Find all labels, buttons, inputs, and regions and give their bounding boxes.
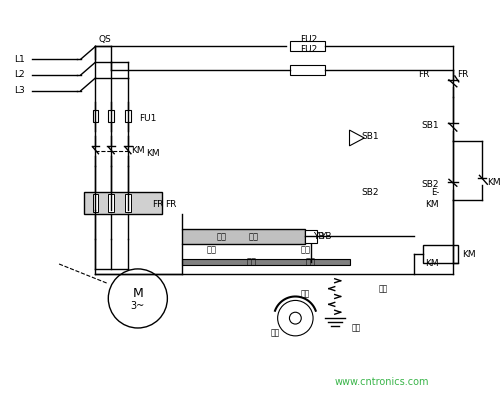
Text: FR: FR	[165, 200, 177, 210]
Text: FR: FR	[153, 200, 164, 210]
Polygon shape	[350, 130, 364, 146]
Text: KM: KM	[425, 200, 439, 210]
Text: L2: L2	[14, 70, 25, 80]
Bar	[182, 259, 350, 265]
Bar	[291, 42, 325, 51]
Text: www.cntronics.com: www.cntronics.com	[335, 377, 429, 387]
Bar	[125, 110, 131, 122]
Text: KM: KM	[146, 149, 159, 158]
Text: L1: L1	[14, 55, 25, 64]
Text: M: M	[132, 287, 143, 300]
Text: SB2: SB2	[361, 188, 379, 197]
Text: FR: FR	[418, 70, 430, 80]
Text: 衡鐵: 衡鐵	[305, 258, 315, 266]
Text: FU2: FU2	[300, 35, 318, 44]
Text: 衡鐵: 衡鐵	[300, 246, 310, 255]
Text: QS: QS	[99, 35, 111, 44]
Text: L3: L3	[14, 86, 25, 95]
Text: KM: KM	[462, 250, 475, 259]
Bar	[84, 192, 162, 214]
Bar	[125, 194, 131, 212]
Text: 杆杆: 杆杆	[246, 258, 256, 266]
Circle shape	[108, 269, 167, 328]
Text: FR: FR	[457, 70, 468, 80]
Text: 杆杆: 杆杆	[207, 246, 217, 255]
Text: 闸瓦: 闸瓦	[300, 289, 310, 298]
Text: KM: KM	[425, 260, 439, 268]
Text: FU2: FU2	[300, 45, 318, 54]
Text: 闸轮: 闸轮	[271, 328, 280, 338]
Bar	[182, 228, 305, 244]
Text: 闸轮: 闸轮	[352, 324, 361, 332]
Bar	[305, 230, 317, 243]
Bar	[108, 110, 114, 122]
Bar	[423, 245, 458, 263]
Text: FU1: FU1	[139, 114, 156, 123]
Bar	[291, 65, 325, 75]
Text: SB1: SB1	[361, 132, 379, 140]
Text: KM: KM	[487, 178, 501, 187]
Text: YB: YB	[320, 232, 332, 241]
Text: E-: E-	[431, 188, 439, 197]
Bar	[93, 110, 99, 122]
Bar	[108, 194, 114, 212]
Text: SB1: SB1	[421, 121, 439, 130]
Text: 闸瓦: 闸瓦	[379, 284, 388, 293]
Text: YB: YB	[313, 232, 325, 241]
Text: KM: KM	[131, 146, 145, 155]
Text: 3~: 3~	[131, 301, 145, 311]
Bar	[93, 194, 99, 212]
Circle shape	[278, 300, 313, 336]
Text: SB2: SB2	[421, 180, 439, 189]
Text: 线圈: 线圈	[216, 232, 226, 241]
Text: 线圈: 线圈	[249, 232, 259, 241]
Circle shape	[290, 312, 301, 324]
